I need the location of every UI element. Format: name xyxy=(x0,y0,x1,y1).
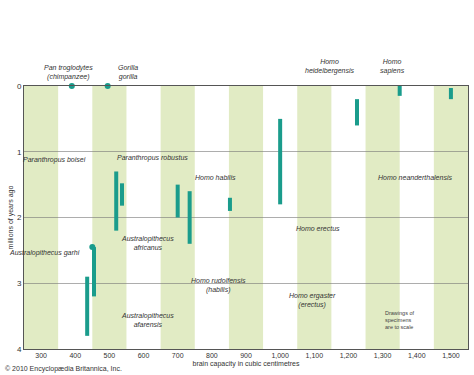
svg-text:© 2010 Encyclopædia Britannica: © 2010 Encyclopædia Britannica, Inc. xyxy=(5,365,122,373)
svg-text:1,100: 1,100 xyxy=(306,352,324,359)
svg-text:Paranthropus boisei: Paranthropus boisei xyxy=(23,156,86,164)
svg-text:800: 800 xyxy=(206,352,218,359)
svg-text:1,400: 1,400 xyxy=(408,352,426,359)
svg-text:4: 4 xyxy=(17,345,22,354)
svg-text:1,000: 1,000 xyxy=(271,352,289,359)
svg-text:Homoheidelbergensis: Homoheidelbergensis xyxy=(305,58,355,75)
svg-text:400: 400 xyxy=(69,352,81,359)
svg-text:600: 600 xyxy=(138,352,150,359)
svg-text:3: 3 xyxy=(17,279,22,288)
svg-text:Drawings ofspecimensare to sca: Drawings ofspecimensare to scale xyxy=(385,310,415,330)
svg-text:Homo habilis: Homo habilis xyxy=(195,174,236,181)
svg-text:Homosapiens: Homosapiens xyxy=(380,58,405,75)
svg-text:2: 2 xyxy=(17,213,22,222)
svg-text:Australopithecusafarensis: Australopithecusafarensis xyxy=(121,312,174,328)
svg-text:900: 900 xyxy=(240,352,252,359)
svg-text:Pan troglodytes(chimpanzee): Pan troglodytes(chimpanzee) xyxy=(44,64,93,81)
svg-text:500: 500 xyxy=(104,352,116,359)
svg-text:1,200: 1,200 xyxy=(340,352,358,359)
svg-text:Homo rudolfensis(habilis): Homo rudolfensis(habilis) xyxy=(191,277,246,294)
svg-text:millions of years ago: millions of years ago xyxy=(7,185,15,249)
svg-text:brain capacity in cubic centim: brain capacity in cubic centimetres xyxy=(193,360,300,368)
svg-text:Australopithecusafricanus: Australopithecusafricanus xyxy=(121,235,174,251)
svg-text:Homo ergaster(erectus): Homo ergaster(erectus) xyxy=(289,292,336,309)
svg-text:1,300: 1,300 xyxy=(374,352,392,359)
svg-text:Australopithecus garhi: Australopithecus garhi xyxy=(9,249,80,257)
svg-text:Paranthropus robustus: Paranthropus robustus xyxy=(117,154,188,162)
svg-text:0: 0 xyxy=(17,82,22,91)
svg-text:1: 1 xyxy=(17,148,22,157)
svg-text:1,500: 1,500 xyxy=(442,352,460,359)
svg-text:Gorillagorilla: Gorillagorilla xyxy=(118,64,138,81)
svg-text:700: 700 xyxy=(172,352,184,359)
svg-text:Homo erectus: Homo erectus xyxy=(296,225,340,232)
svg-text:Homo neanderthalensis: Homo neanderthalensis xyxy=(378,174,452,181)
svg-text:300: 300 xyxy=(35,352,47,359)
